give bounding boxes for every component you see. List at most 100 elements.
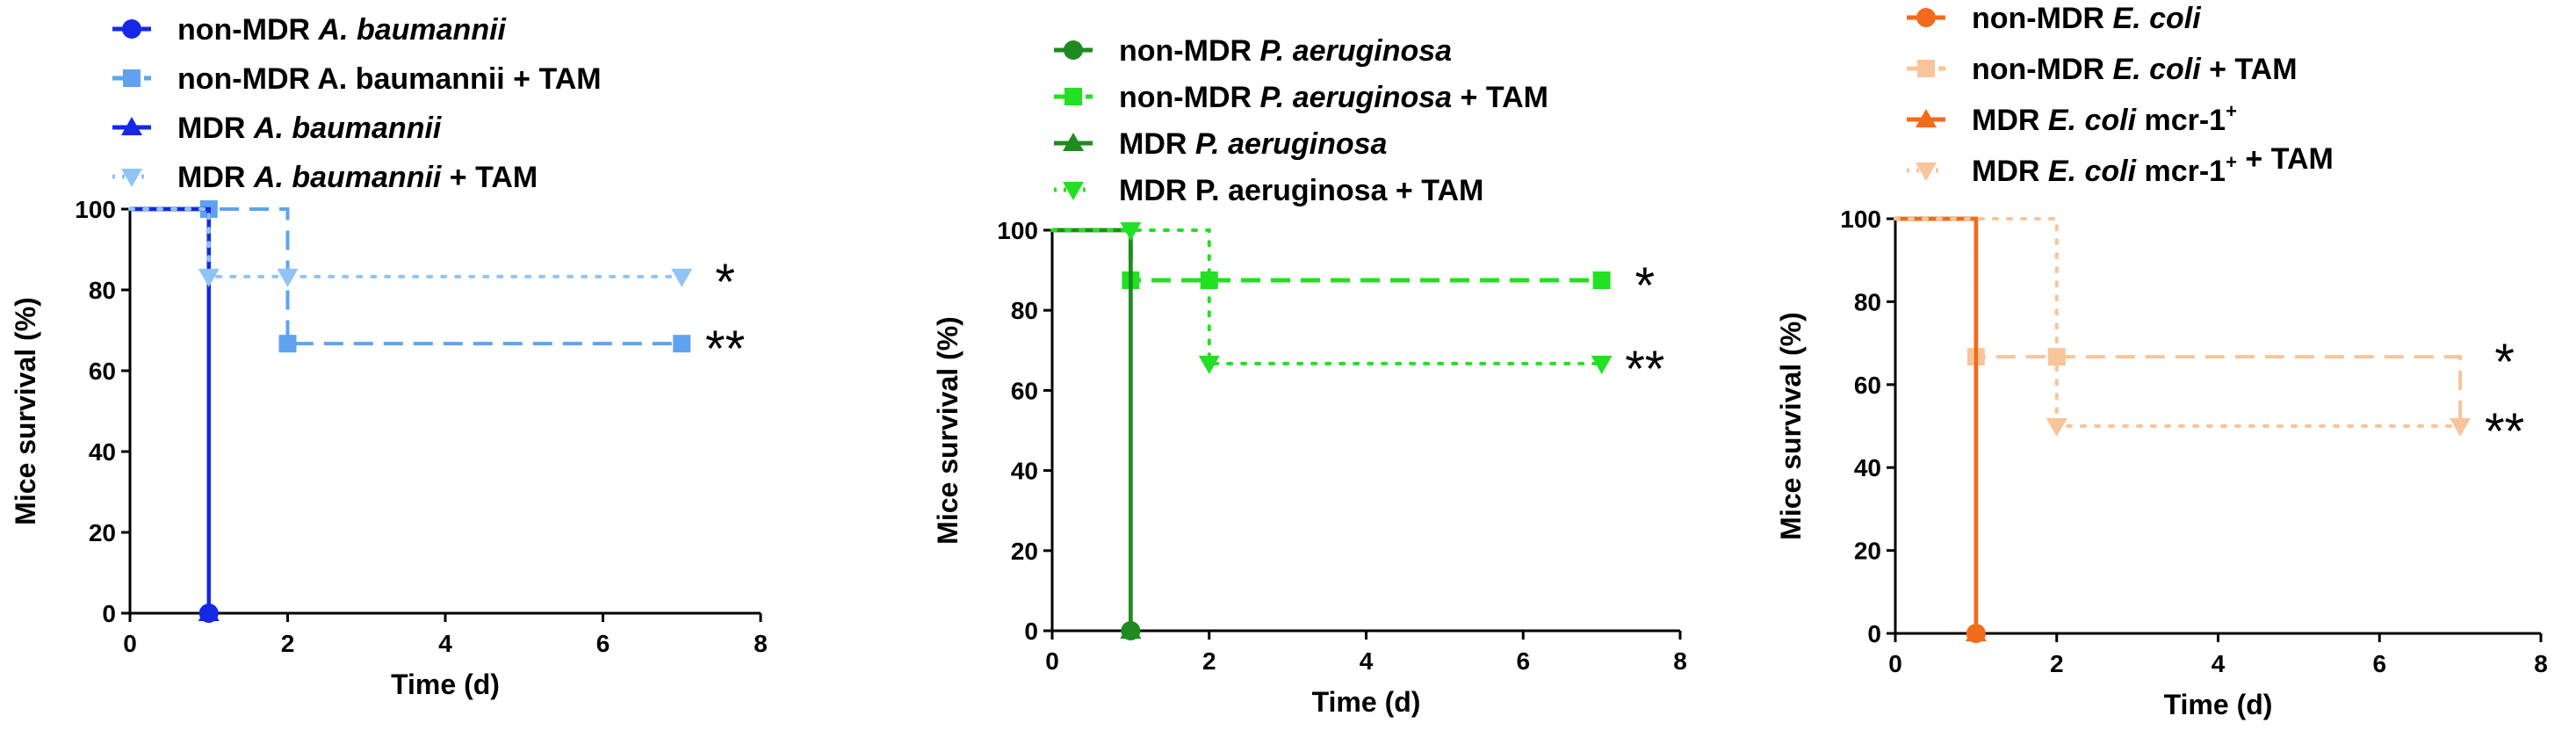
- legend-triangle-down-marker: [1063, 182, 1084, 200]
- y-axis-title: Mice survival (%): [10, 297, 41, 525]
- legend: non-MDR P. aeruginosa non-MDR P. aerugino…: [1054, 34, 1548, 207]
- x-tick-label: 6: [1516, 647, 1530, 675]
- survival-curve: [1895, 216, 1979, 633]
- data-point-square-marker: [673, 335, 691, 353]
- legend: non-MDR A. baumannii non-MDR A. baumannii…: [112, 13, 602, 194]
- significance-marker: **: [705, 321, 745, 378]
- y-tick-label: 0: [1024, 618, 1038, 645]
- x-tick-label: 8: [2534, 650, 2548, 677]
- legend-item-non-mdr-p-aeruginosa-plus-tam: non-MDR P. aeruginosa + TAM: [1054, 81, 1548, 114]
- survival-curve: [1052, 228, 1133, 631]
- legend-item-non-mdr-a-baumannii-plus-tam: non-MDR A. baumannii + TAM: [112, 62, 602, 96]
- data-point-square-marker: [1200, 271, 1218, 289]
- survival-curve: [128, 207, 684, 278]
- legend-item-non-mdr-a-baumannii: non-MDR A. baumannii: [112, 13, 508, 47]
- legend-label: MDR E. coli mcr-1+ + TAM: [1972, 142, 2334, 188]
- x-tick-label: 6: [2372, 650, 2386, 677]
- y-tick-label: 20: [1011, 538, 1038, 565]
- data-point-triangle-marker: [1965, 623, 1987, 641]
- y-axis-title: Mice survival (%): [1775, 312, 1807, 540]
- x-tick-label: 8: [754, 630, 768, 657]
- significance-marker: *: [1634, 257, 1655, 315]
- data-point-square-marker: [278, 335, 297, 353]
- legend-item-non-mdr-e-coli-plus-tam: non-MDR E. coli + TAM: [1907, 53, 2298, 86]
- legend-triangle-marker: [1916, 109, 1937, 127]
- legend-item-mdr-p-aeruginosa-plus-tam: MDR P. aeruginosa + TAM: [1054, 174, 1483, 207]
- x-tick-label: 2: [1202, 647, 1216, 675]
- series-mdr-e-coli-mcr-1-plus-plus-tam: [1894, 217, 2471, 437]
- data-point-square-marker: [1592, 271, 1611, 289]
- panel-p-aeruginosa: non-MDR P. aeruginosa non-MDR P. aerugino…: [932, 34, 1687, 718]
- legend-label: non-MDR E. coli: [1972, 2, 2202, 35]
- legend-triangle-marker: [1063, 133, 1084, 151]
- legend-item-mdr-e-coli-mcr-1-plus: MDR E. coli mcr-1+: [1907, 100, 2237, 137]
- significance-marker: **: [1625, 341, 1664, 398]
- y-axis-title: Mice survival (%): [932, 316, 963, 545]
- y-tick-label: 40: [89, 438, 116, 466]
- legend-triangle-down-marker: [121, 169, 142, 187]
- series-mdr-a-baumannii: [130, 206, 220, 621]
- x-tick-label: 2: [2050, 650, 2064, 677]
- y-tick-label: 80: [89, 277, 116, 304]
- x-tick-label: 6: [596, 630, 610, 657]
- y-tick-label: 100: [997, 217, 1038, 244]
- x-axis-title: Time (d): [2164, 689, 2273, 720]
- significance-marker: **: [2485, 403, 2524, 460]
- data-point-triangle-down-marker: [198, 268, 220, 287]
- legend-item-non-mdr-e-coli: non-MDR E. coli: [1907, 2, 2202, 35]
- data-point-triangle-down-marker: [1198, 355, 1220, 374]
- legend-label: MDR A. baumannii + TAM: [177, 161, 538, 194]
- data-point-triangle-marker: [1120, 620, 1142, 639]
- y-tick-label: 60: [1854, 372, 1881, 399]
- y-tick-label: 80: [1854, 288, 1881, 315]
- panel-e-coli: non-MDR E. coli non-MDR E. coli + TAM MDR …: [1775, 2, 2548, 720]
- data-point-triangle-down-marker: [671, 268, 693, 287]
- series-non-mdr-p-aeruginosa-plus-tam: [1052, 228, 1611, 289]
- legend-label: MDR P. aeruginosa: [1119, 127, 1387, 161]
- significance-marker: *: [715, 254, 735, 311]
- legend-item-mdr-p-aeruginosa: MDR P. aeruginosa: [1054, 127, 1387, 161]
- x-tick-label: 4: [438, 630, 452, 657]
- legend-label: non-MDR A. baumannii + TAM: [177, 62, 602, 96]
- legend-label: MDR A. baumannii: [177, 112, 443, 145]
- x-tick-label: 4: [2212, 650, 2226, 677]
- legend-triangle-down-marker: [1916, 163, 1937, 181]
- y-tick-label: 40: [1854, 454, 1881, 481]
- legend-circle-marker: [1916, 8, 1936, 27]
- legend-label: MDR E. coli mcr-1+: [1972, 100, 2237, 137]
- y-tick-label: 40: [1011, 458, 1038, 485]
- legend-label: non-MDR E. coli + TAM: [1972, 53, 2298, 86]
- panel-a-baumannii: non-MDR A. baumannii non-MDR A. baumannii…: [10, 13, 768, 700]
- x-tick-label: 8: [1673, 647, 1687, 675]
- legend-item-mdr-a-baumannii: MDR A. baumannii: [112, 112, 443, 145]
- legend-label: non-MDR A. baumannii: [177, 13, 508, 47]
- legend-label: non-MDR P. aeruginosa + TAM: [1119, 81, 1548, 114]
- legend-square-marker: [123, 69, 141, 87]
- series-mdr-a-baumannii-plus-tam: [128, 207, 693, 287]
- survival-curve: [1895, 216, 1979, 633]
- y-tick-label: 20: [89, 519, 116, 546]
- survival-curve: [1895, 217, 2463, 426]
- survival-curve: [130, 206, 211, 613]
- x-tick-label: 0: [1045, 647, 1059, 675]
- legend-square-marker: [1064, 88, 1082, 105]
- data-point-triangle-down-marker: [277, 268, 299, 287]
- legend-item-mdr-a-baumannii-plus-tam: MDR A. baumannii + TAM: [112, 161, 538, 194]
- survival-curve: [130, 206, 211, 613]
- y-tick-label: 0: [1867, 620, 1881, 647]
- survival-curve: [1894, 217, 2463, 428]
- y-tick-label: 100: [1840, 206, 1881, 233]
- x-tick-label: 2: [281, 630, 295, 657]
- y-tick-label: 20: [1854, 538, 1881, 565]
- y-tick-label: 100: [75, 196, 116, 223]
- significance-marker: *: [2494, 334, 2515, 391]
- y-tick-label: 60: [89, 358, 116, 385]
- legend-item-mdr-e-coli-mcr-1-plus-plus-tam: MDR E. coli mcr-1+ + TAM: [1907, 142, 2334, 188]
- x-tick-label: 0: [123, 630, 137, 657]
- x-tick-label: 0: [1888, 650, 1902, 677]
- series-mdr-e-coli-mcr-1-plus: [1895, 216, 1987, 641]
- legend-label: MDR P. aeruginosa + TAM: [1119, 174, 1483, 207]
